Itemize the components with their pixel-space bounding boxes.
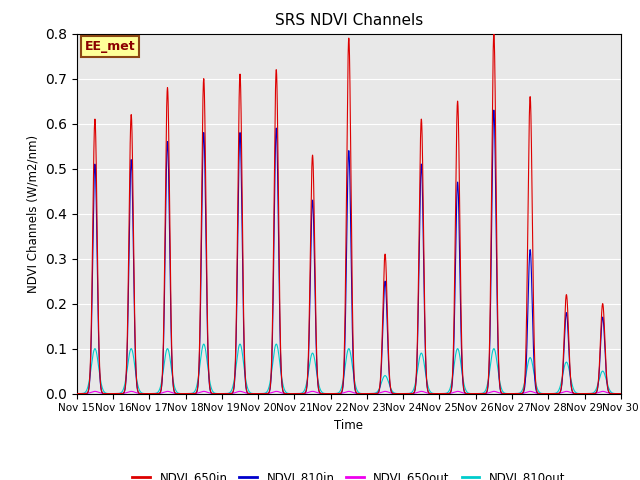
NDVI_810in [490,107,498,113]
NDVI_810in [73,391,81,396]
NDVI_810out [276,366,284,372]
NDVI_810out [73,391,81,396]
NDVI_650in [276,339,284,345]
NDVI_810in [501,391,509,396]
NDVI_810out [501,390,509,396]
NDVI_810in [189,391,197,396]
X-axis label: Time: Time [334,419,364,432]
NDVI_650in [184,391,191,396]
NDVI_810in [617,391,625,396]
NDVI_810out [189,390,197,396]
NDVI_810out [615,391,623,396]
Title: SRS NDVI Channels: SRS NDVI Channels [275,13,423,28]
NDVI_650in [617,391,625,396]
NDVI_810out [200,341,207,347]
NDVI_650out [617,391,625,396]
NDVI_810out [424,383,431,388]
NDVI_650out [189,391,197,396]
NDVI_650out [73,391,81,396]
Line: NDVI_650in: NDVI_650in [77,34,621,394]
NDVI_650out [424,390,431,396]
NDVI_650in [189,391,197,396]
NDVI_650out [184,391,191,396]
Text: EE_met: EE_met [85,40,136,53]
NDVI_650out [615,391,623,396]
NDVI_650in [424,387,431,393]
NDVI_650out [501,391,509,396]
NDVI_650in [73,391,81,396]
NDVI_810in [424,388,431,394]
Line: NDVI_810in: NDVI_810in [77,110,621,394]
Line: NDVI_810out: NDVI_810out [77,344,621,394]
NDVI_810out [184,391,191,396]
NDVI_810in [276,348,284,354]
Y-axis label: NDVI Channels (W/m2/nm): NDVI Channels (W/m2/nm) [26,134,40,293]
NDVI_650in [615,391,623,396]
Line: NDVI_650out: NDVI_650out [77,391,621,394]
NDVI_810in [184,391,191,396]
NDVI_810in [615,391,623,396]
Legend: NDVI_650in, NDVI_810in, NDVI_650out, NDVI_810out: NDVI_650in, NDVI_810in, NDVI_650out, NDV… [127,466,570,480]
NDVI_810out [617,391,625,396]
NDVI_650in [490,31,498,36]
NDVI_650out [276,390,284,396]
NDVI_650in [501,391,509,396]
NDVI_650out [91,388,99,394]
